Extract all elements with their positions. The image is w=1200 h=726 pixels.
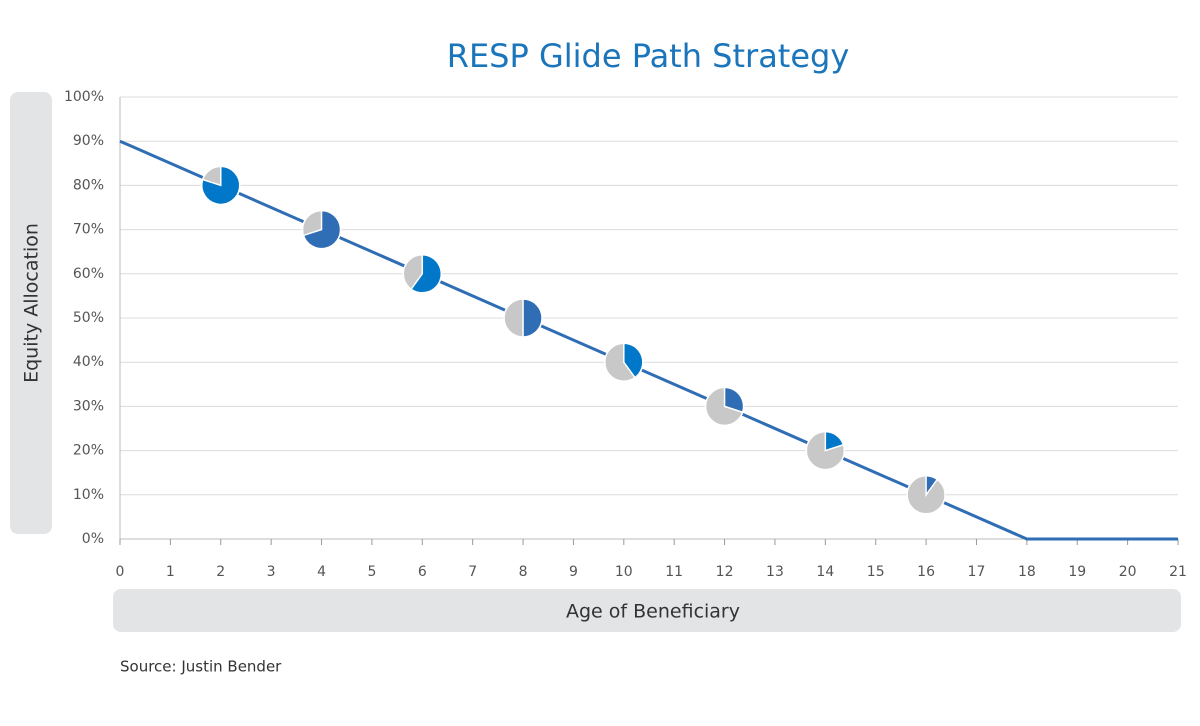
y-tick-label: 10% xyxy=(73,487,104,503)
pie-equity-slice xyxy=(410,254,442,294)
x-tick-label: 15 xyxy=(867,564,885,580)
glide-path-line xyxy=(119,139,1178,541)
x-tick-label: 14 xyxy=(816,564,834,580)
pie-equity-slice xyxy=(824,430,845,452)
x-tick-label: 1 xyxy=(166,564,175,580)
x-tick-label: 11 xyxy=(665,564,683,580)
x-tick-label: 10 xyxy=(615,564,633,580)
plot-area: 0%10%20%30%40%50%60%70%80%90%100%0 1 2 3 4 5 6… xyxy=(64,89,1187,580)
x-tick-label: 9 xyxy=(569,564,578,580)
pie-equity-slice xyxy=(522,298,543,338)
y-tick-label: 20% xyxy=(73,443,104,459)
x-tick-label: 19 xyxy=(1068,564,1086,580)
y-tick-label: 80% xyxy=(73,177,104,193)
x-tick-label: 4 xyxy=(317,564,326,580)
x-tick-label: 8 xyxy=(519,564,528,580)
y-tick-label: 0% xyxy=(82,531,104,547)
x-tick-label: 0 xyxy=(116,564,125,580)
y-tick-label: 100% xyxy=(64,89,104,105)
source-note: Source: Justin Bender xyxy=(120,658,282,676)
x-tick-label: 7 xyxy=(468,564,477,580)
x-tick-label: 2 xyxy=(216,564,225,580)
y-tick-label: 60% xyxy=(73,266,104,282)
x-tick-label: 13 xyxy=(766,564,784,580)
y-tick-label: 50% xyxy=(73,310,104,326)
x-tick-label: 20 xyxy=(1119,564,1137,580)
x-axis-label: Age of Beneficiary xyxy=(566,601,740,623)
y-label-box xyxy=(10,92,52,534)
y-tick-label: 40% xyxy=(73,354,104,370)
x-tick-label: 5 xyxy=(367,564,376,580)
x-tick-label: 16 xyxy=(917,564,935,580)
y-tick-label: 30% xyxy=(73,398,104,414)
pie-equity-slice xyxy=(925,475,939,498)
x-tick-label: 21 xyxy=(1169,564,1187,580)
pie-equity-slice xyxy=(623,342,644,379)
chart-title: RESP Glide Path Strategy xyxy=(447,37,850,75)
y-tick-label: 90% xyxy=(73,133,104,149)
x-tick-label: 12 xyxy=(716,564,734,580)
x-label-box xyxy=(113,589,1181,632)
x-tick-label: 18 xyxy=(1018,564,1036,580)
pie-equity-slice xyxy=(723,386,745,414)
y-axis-label: Equity Allocation xyxy=(21,223,43,383)
pie-equity-slice xyxy=(201,165,241,206)
x-tick-label: 17 xyxy=(968,564,986,580)
x-tick-label: 3 xyxy=(267,564,276,580)
pie-equity-slice xyxy=(302,209,342,250)
x-tick-label: 6 xyxy=(418,564,427,580)
y-tick-label: 70% xyxy=(73,222,104,238)
